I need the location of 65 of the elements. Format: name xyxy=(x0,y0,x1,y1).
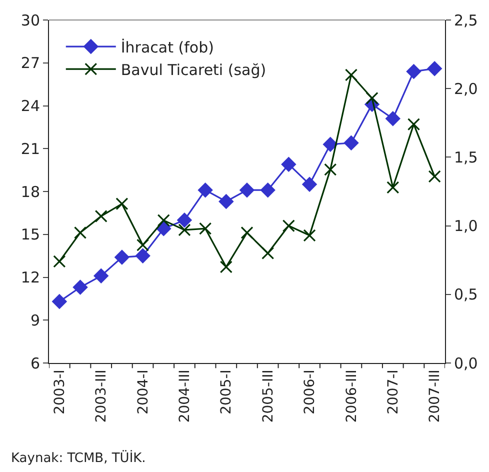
text: Kaynak: TCMB, TÜİK. xyxy=(11,450,146,466)
point xyxy=(344,68,358,82)
point xyxy=(240,182,254,198)
y2-tick-label: 1,5 xyxy=(454,148,478,166)
x-tick-label: 2005-I xyxy=(218,370,235,414)
point xyxy=(52,294,67,309)
x-tick-label: 2006-III xyxy=(344,370,360,423)
point xyxy=(240,226,254,239)
point xyxy=(302,177,317,192)
point xyxy=(407,118,420,131)
x-tick-label: 2007-I xyxy=(385,370,402,414)
point xyxy=(220,260,232,274)
y-tick-label: 24 xyxy=(20,97,40,115)
y-tick-label: 12 xyxy=(20,268,40,286)
y2-tick-label: 0,0 xyxy=(454,354,478,372)
point xyxy=(344,136,359,150)
point xyxy=(177,212,192,228)
point xyxy=(386,111,400,126)
point xyxy=(94,268,108,284)
point xyxy=(323,137,338,152)
point xyxy=(74,226,87,239)
y-tick-label: 21 xyxy=(20,140,40,158)
x-tick-label: 2007-III xyxy=(427,370,444,423)
point xyxy=(199,222,212,235)
point xyxy=(427,61,442,76)
point xyxy=(218,194,234,209)
y-tick-label: 27 xyxy=(20,54,40,72)
point xyxy=(406,64,422,79)
point xyxy=(156,221,171,236)
point xyxy=(260,182,276,198)
point xyxy=(428,170,441,183)
y-tick-label: 6 xyxy=(30,354,40,372)
point xyxy=(281,157,296,172)
y2-tick-label: 2,0 xyxy=(454,80,478,98)
x-tick-label: 2003-III xyxy=(94,370,110,423)
x-tick-label: 2003-I xyxy=(52,370,68,414)
point xyxy=(114,250,130,265)
point xyxy=(386,181,400,194)
x-tick-label: 2006-I xyxy=(302,370,318,414)
y-tick-label: 9 xyxy=(30,311,40,330)
point xyxy=(282,220,295,232)
y2-tick-label: 1,0 xyxy=(454,217,478,236)
point xyxy=(198,182,213,198)
point xyxy=(262,246,274,260)
y2-tick-label: 2,5 xyxy=(454,11,478,30)
y2-tick-label: 0,5 xyxy=(454,286,478,304)
y-tick-label: 15 xyxy=(20,226,40,244)
x-tick-label: 2005-III xyxy=(260,370,276,423)
legend-label: İhracat (fob) xyxy=(120,38,214,56)
point xyxy=(116,198,128,210)
point xyxy=(324,163,337,176)
legend-label: Bavul Ticareti (sağ) xyxy=(120,60,266,79)
point xyxy=(366,92,378,104)
x-tick-label: 2004-III xyxy=(177,370,194,423)
point xyxy=(303,229,316,242)
y-tick-label: 30 xyxy=(20,11,40,30)
x-tick-label: 2004-I xyxy=(135,370,152,414)
point xyxy=(72,280,88,295)
point xyxy=(178,224,191,236)
point xyxy=(53,255,66,268)
point xyxy=(135,248,150,264)
point xyxy=(94,210,108,222)
point xyxy=(157,214,170,227)
y-tick-label: 18 xyxy=(20,182,40,201)
point xyxy=(136,238,150,252)
